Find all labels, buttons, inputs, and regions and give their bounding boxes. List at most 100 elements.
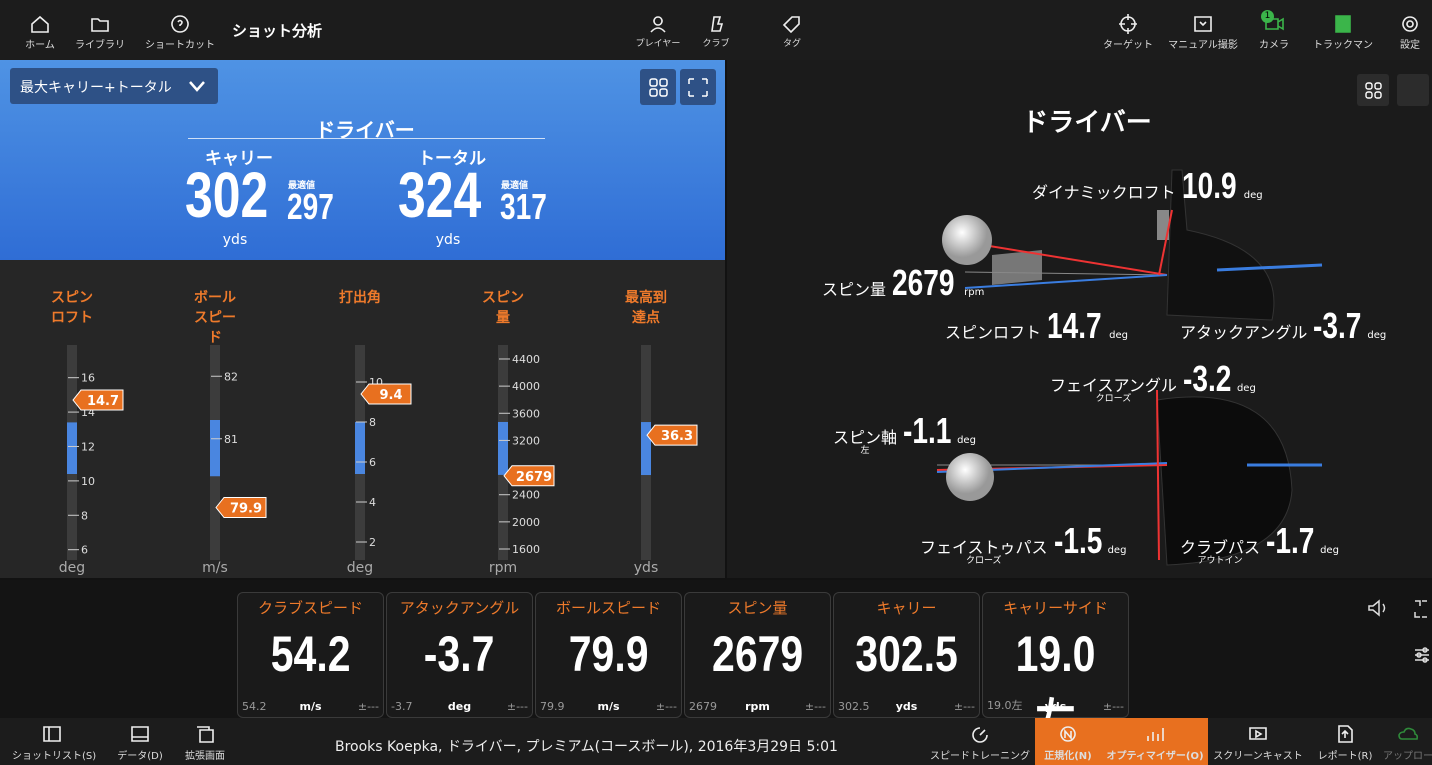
tile-tolerance: ±--- — [357, 700, 379, 713]
icon-shape — [1402, 16, 1418, 32]
metric-label-text: アタックアングル — [1180, 323, 1308, 342]
metric-tile[interactable]: アタックアングル -3.7 -3.7 deg ±--- — [386, 592, 533, 718]
footer-label: データ(D) — [117, 751, 163, 762]
metric-unit: deg — [957, 435, 976, 446]
tick-label: 4000 — [512, 380, 540, 393]
optimal-value: 297 — [287, 186, 334, 227]
footer-button[interactable]: ショットリスト(S) — [12, 724, 96, 762]
tile-sub: 54.2 — [242, 700, 267, 713]
nav-button[interactable]: ホーム — [0, 14, 80, 51]
divider — [188, 138, 545, 139]
optimal-band — [641, 422, 651, 476]
tick-label: 8 — [81, 509, 88, 522]
icon — [1249, 727, 1267, 740]
gauge-label: スピン量 — [482, 290, 524, 326]
tile-sub: 2679 — [689, 700, 717, 713]
footer-button[interactable]: スクリーンキャスト — [1208, 724, 1308, 762]
tick-label: 8 — [369, 416, 376, 429]
nav-button[interactable]: ショートカット — [140, 14, 220, 51]
footer-button[interactable]: 拡張画面 — [165, 724, 245, 762]
nav-button[interactable]: 設定 — [1370, 14, 1432, 51]
nav-label: ホーム — [25, 40, 55, 51]
gauge-label: 最高到達点 — [625, 290, 667, 326]
nav-button[interactable]: クラブ — [676, 14, 756, 49]
metric-name: トータル — [418, 149, 486, 169]
icon-shape — [91, 18, 109, 32]
nav-button[interactable]: ライブラリ — [60, 14, 140, 51]
marker-label: 79.9 — [230, 502, 262, 517]
footer-label: 正規化(N) — [1044, 751, 1092, 762]
nav-button[interactable]: ターゲット — [1088, 14, 1168, 51]
side-icons[interactable] — [1365, 598, 1429, 668]
metric-value: -3.2 — [1182, 358, 1232, 399]
metric-label-text: フェイストゥパス — [920, 538, 1048, 557]
tile-unit: m/s — [299, 700, 322, 713]
nav-label: クラブ — [702, 39, 730, 49]
metric-tile[interactable]: クラブスピード 54.2 54.2 m/s ±--- — [237, 592, 384, 718]
footer-button[interactable]: レポート(R) — [1295, 724, 1395, 762]
impact-metric: スピンロフト 14.7 deg — [945, 305, 1128, 347]
metric-label-text: ダイナミックロフト — [1032, 183, 1176, 202]
optimal-band — [355, 422, 365, 474]
metric-tile[interactable]: ボールスピード 79.9 79.9 m/s ±--- — [535, 592, 682, 718]
tile-value: 302.5 — [855, 626, 958, 682]
gauge-label: ボールスピード — [194, 290, 236, 346]
gauge-label: スピンロフト — [51, 290, 93, 326]
nav-button[interactable]: マニュアル撮影 — [1163, 14, 1243, 51]
icon — [1147, 728, 1164, 741]
metric-label-text: スピンロフト — [945, 323, 1042, 342]
icon — [1398, 727, 1419, 740]
optimal-band — [498, 421, 508, 475]
tile-sub: 79.9 — [540, 700, 565, 713]
metric-label: フェイスアングル クローズ — [1050, 376, 1177, 405]
metric-value: -1.5 — [1053, 520, 1102, 561]
footer-button[interactable]: オプティマイザー(O) — [1105, 724, 1205, 762]
nav-button[interactable]: タグ — [752, 14, 832, 49]
metric-label-text: スピン量 — [822, 280, 887, 299]
tile-tolerance: ±--- — [804, 700, 826, 713]
tick-label: 4400 — [512, 353, 540, 366]
value-marker — [215, 497, 267, 518]
icon-shape — [1265, 17, 1284, 31]
tick-label: 82 — [224, 370, 238, 383]
optimal-band — [210, 420, 220, 477]
icon-shape — [197, 726, 214, 743]
metric-unit: deg — [1367, 330, 1387, 341]
nav-button[interactable]: トラックマン — [1303, 14, 1383, 51]
panel-icons[interactable] — [640, 69, 718, 105]
marker-label: 9.4 — [379, 388, 402, 403]
footer-button[interactable]: アップロー — [1358, 724, 1432, 762]
metric-unit: yds — [222, 232, 248, 248]
footer-label: レポート(R) — [1317, 751, 1373, 762]
metric-value: 10.9 — [1181, 165, 1237, 206]
tile-unit: rpm — [745, 700, 770, 713]
metric-value: 14.7 — [1047, 305, 1102, 346]
nav-button[interactable]: カメラ 1 — [1234, 10, 1314, 51]
footer-button[interactable]: 正規化(N) — [1018, 724, 1118, 762]
metric-tile[interactable]: スピン量 2679 2679 rpm ±--- — [684, 592, 831, 718]
metric-unit: deg — [1236, 383, 1256, 394]
metric-label-text: フェイスアングル — [1050, 376, 1177, 395]
impact-metric: アタックアングル -3.7 deg — [1180, 305, 1386, 347]
metric-label: アタックアングル — [1180, 325, 1307, 341]
tile-value: 79.9 — [568, 626, 649, 682]
icon-shape — [171, 15, 189, 33]
footer-button[interactable]: データ(D) — [100, 724, 180, 762]
footer-button[interactable]: スピードトレーニング — [930, 724, 1030, 762]
tile-tolerance: ±--- — [506, 700, 528, 713]
tile-label: キャリーサイド — [1003, 599, 1108, 617]
optimal-value: 317 — [500, 186, 547, 227]
dropdown[interactable]: 最大キャリー+トータル — [10, 68, 218, 104]
icon — [91, 18, 109, 32]
metric-tile[interactable]: キャリー 302.5 302.5 yds ±--- — [833, 592, 980, 718]
tile-tolerance: ±--- — [953, 700, 975, 713]
impact-metric: クラブパス アウトイン -1.7 deg — [1180, 520, 1339, 566]
icon — [972, 727, 988, 743]
icon-shape — [131, 726, 149, 742]
tick-label: 2400 — [512, 489, 540, 502]
icon — [650, 16, 666, 33]
nav-button[interactable]: プレイヤー — [618, 14, 698, 49]
tile-label: アタックアングル — [399, 599, 520, 617]
tiles-bar: クラブスピード 54.2 54.2 m/s ±--- アタックアングル -3.7 -3.7 de… — [0, 580, 1432, 751]
